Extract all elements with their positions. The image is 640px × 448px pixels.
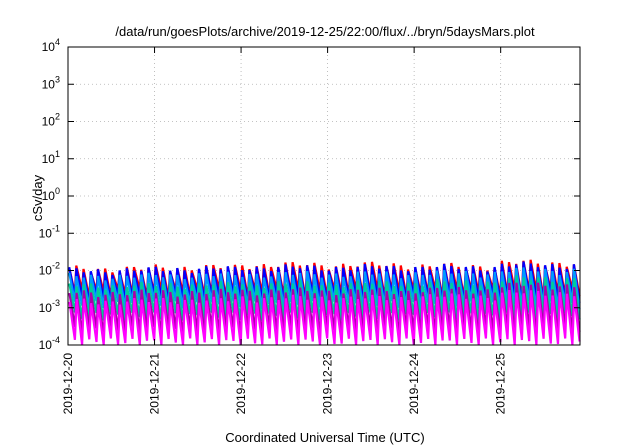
x-tick-label: 2019-12-21 (148, 353, 162, 415)
x-tick-label: 2019-12-23 (321, 353, 335, 415)
x-tick-label: 2019-12-24 (407, 353, 421, 415)
y-tick-label: 100 (42, 186, 60, 203)
y-tick-label: 10-2 (39, 261, 60, 278)
y-tick-label: 10-3 (39, 298, 60, 315)
y-axis-label: cSv/day (30, 174, 45, 221)
x-tick-label: 2019-12-25 (494, 353, 508, 415)
series-lines (68, 259, 581, 346)
y-tick-label: 10-1 (39, 223, 60, 240)
chart-title: /data/run/goesPlots/archive/2019-12-25/2… (115, 24, 535, 39)
series-line (68, 289, 581, 346)
y-tick-label: 10-4 (39, 335, 60, 352)
y-tick-label: 103 (42, 74, 60, 91)
x-tick-label: 2019-12-22 (234, 353, 248, 415)
x-axis-label: Coordinated Universal Time (UTC) (225, 430, 424, 445)
axis-ticks: 10-4 10-3 10-2 10-1 100 101 102 103 104 2019-12-2… (39, 37, 580, 414)
y-tick-label: 102 (42, 112, 60, 129)
y-tick-label: 101 (42, 149, 60, 166)
y-tick-label: 104 (42, 37, 60, 54)
x-tick-label: 2019-12-20 (61, 353, 75, 415)
